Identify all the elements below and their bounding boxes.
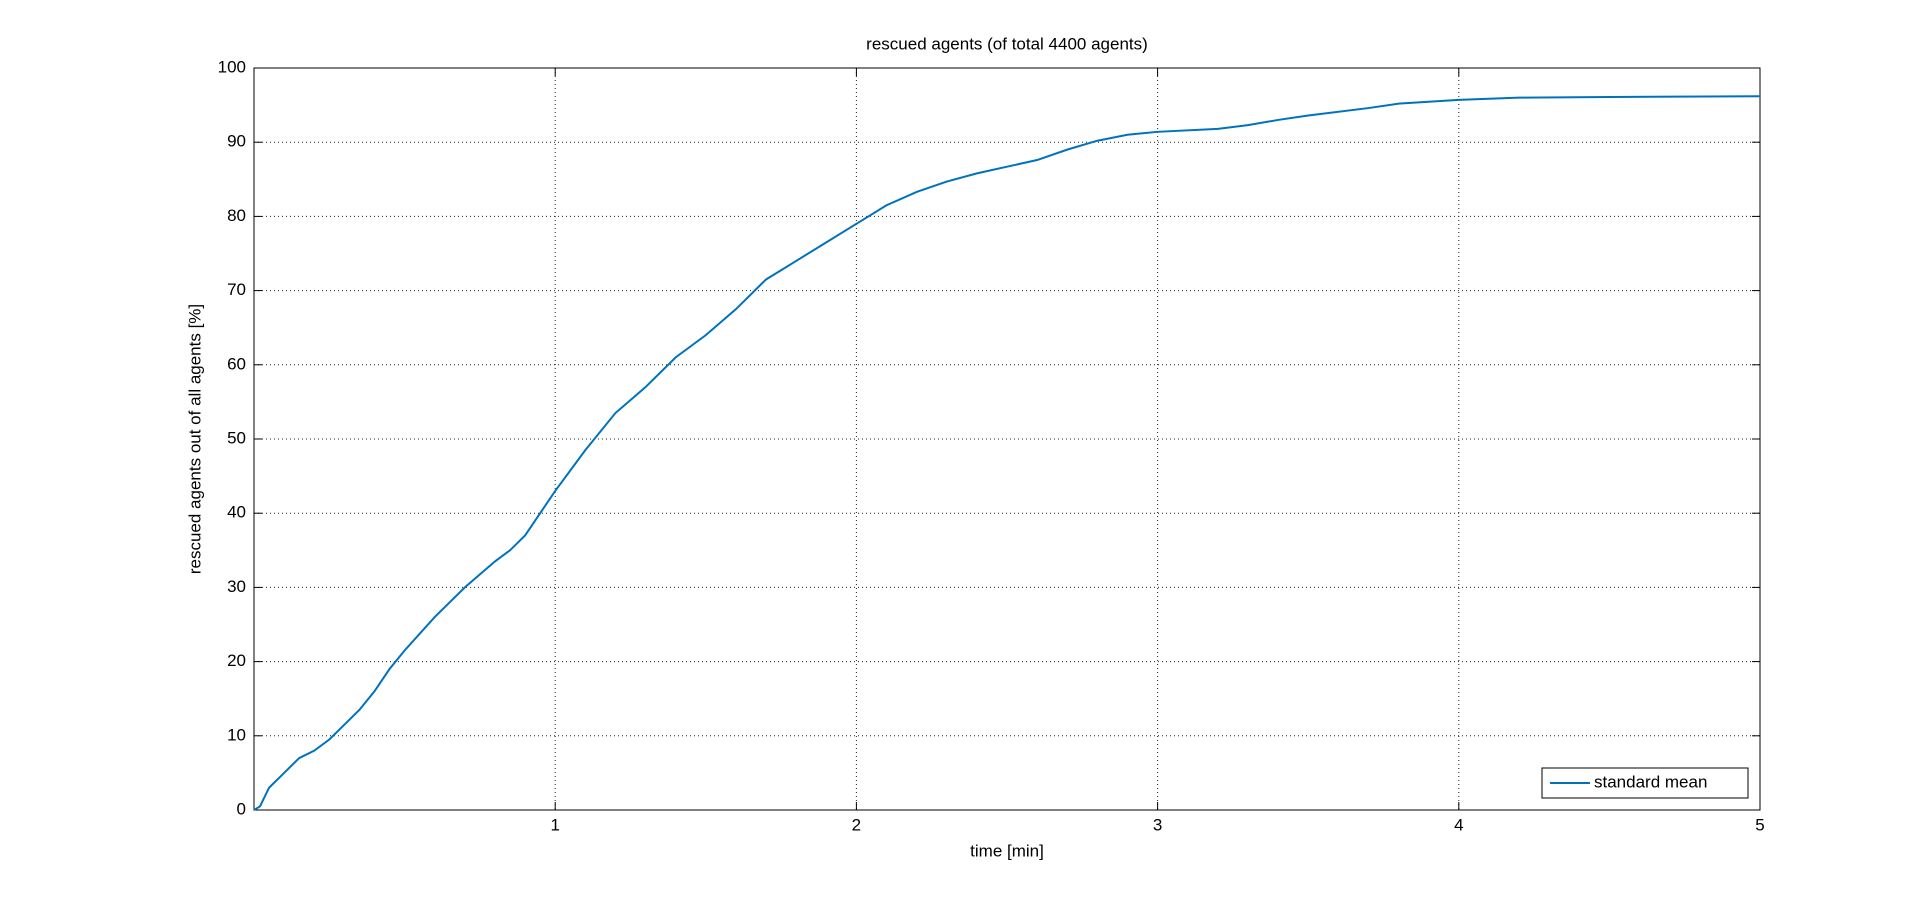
- data-line: [253, 95, 1761, 811]
- y-tick-label: 20: [227, 651, 246, 670]
- plot-frame: [253, 67, 1761, 811]
- y-tick-label: 0: [237, 799, 246, 818]
- x-tick-label: 2: [852, 815, 861, 834]
- y-tick-label: 50: [227, 428, 246, 447]
- chart-title: rescued agents (of total 4400 agents): [866, 34, 1148, 53]
- y-axis-label: rescued agents out of all agents [%]: [185, 304, 204, 574]
- y-tick-label: 90: [227, 132, 246, 151]
- legend-box: [1541, 767, 1749, 799]
- y-tick-label: 70: [227, 280, 246, 299]
- x-tick-label: 3: [1153, 815, 1162, 834]
- x-tick-label: 1: [550, 815, 559, 834]
- y-tick-label: 30: [227, 577, 246, 596]
- legend-label: standard mean: [1594, 772, 1707, 791]
- x-tick-label: 5: [1755, 815, 1764, 834]
- x-tick-label: 4: [1454, 815, 1463, 834]
- y-tick-label: 40: [227, 503, 246, 522]
- y-tick-label: 100: [218, 57, 246, 76]
- x-axis-label: time [min]: [970, 841, 1044, 860]
- y-tick-label: 60: [227, 354, 246, 373]
- y-tick-label: 10: [227, 725, 246, 744]
- y-tick-label: 80: [227, 206, 246, 225]
